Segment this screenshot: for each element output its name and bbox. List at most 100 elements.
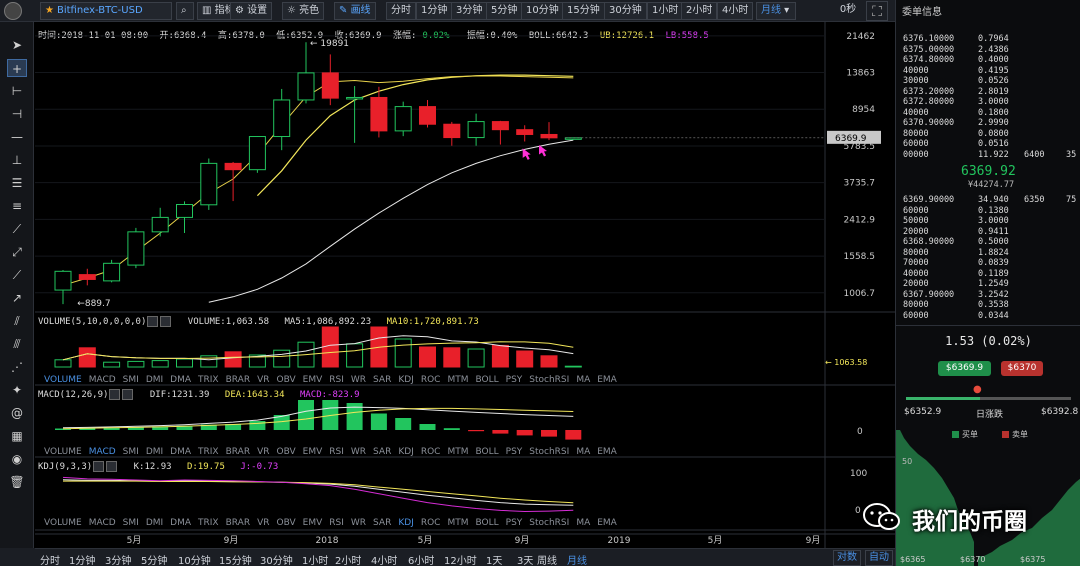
bid-row[interactable]: 60000 0.1380 xyxy=(896,206,1080,217)
indicator-tab-boll[interactable]: BOLL xyxy=(475,375,499,385)
indicator-tab-ma[interactable]: MA xyxy=(576,518,591,528)
indicator-tab-volume[interactable]: VOLUME xyxy=(44,375,82,385)
period-11[interactable]: 12小时 xyxy=(444,556,477,566)
ask-row[interactable]: 30000 0.0526 xyxy=(896,76,1080,87)
ask-row[interactable]: 40000 0.4195 xyxy=(896,66,1080,77)
period-1[interactable]: 1分钟 xyxy=(69,556,96,566)
parallel-lines-icon[interactable]: ≡ xyxy=(11,199,23,213)
fibonacci-icon[interactable]: ⫻ xyxy=(13,337,21,351)
indicator-tab-emv[interactable]: EMV xyxy=(302,518,323,528)
sell-price-button[interactable]: $6370 xyxy=(1001,361,1043,376)
crosshair-icon[interactable]: + xyxy=(7,59,27,77)
indicator-tab-kdj[interactable]: KDJ xyxy=(398,375,414,385)
gann-icon[interactable]: ✦ xyxy=(11,383,23,397)
indicator-tab-macd[interactable]: MACD xyxy=(88,375,116,385)
price-line-icon[interactable]: ☰ xyxy=(11,176,23,190)
horizontal-line-icon[interactable]: — xyxy=(11,130,23,144)
parallel-channel-icon[interactable]: ⫽ xyxy=(14,314,20,328)
period-2[interactable]: 3分钟 xyxy=(105,556,132,566)
panel-settings-icon[interactable] xyxy=(93,461,105,472)
trend-line-icon[interactable]: ⟋ xyxy=(12,222,22,236)
indicator-tab-trix[interactable]: TRIX xyxy=(198,447,219,457)
indicator-tab-smi[interactable]: SMI xyxy=(122,375,139,385)
indicator-tab-vr[interactable]: VR xyxy=(257,447,270,457)
indicator-tab-mtm[interactable]: MTM xyxy=(447,375,469,385)
ask-row[interactable]: 00000 11.922 6400 35 xyxy=(896,150,1080,161)
panel-close-icon[interactable] xyxy=(160,316,172,327)
period-3[interactable]: 5分钟 xyxy=(141,556,168,566)
exchange-logo-icon[interactable] xyxy=(4,2,22,20)
indicator-tab-ema[interactable]: EMA xyxy=(597,518,617,528)
interval-2[interactable]: 3分钟 xyxy=(451,2,488,20)
indicator-tab-brar[interactable]: BRAR xyxy=(225,518,251,528)
symbol-selector[interactable]: ★ Bitfinex-BTC-USD xyxy=(40,2,172,20)
ask-row[interactable]: 60000 0.0516 xyxy=(896,139,1080,150)
ask-row[interactable]: 6376.10000 0.7964 xyxy=(896,34,1080,45)
indicator-tab-roc[interactable]: ROC xyxy=(420,375,441,385)
ask-row[interactable]: 6372.80000 3.0000 xyxy=(896,97,1080,108)
period-9[interactable]: 4小时 xyxy=(371,556,398,566)
indicator-tab-vr[interactable]: VR xyxy=(257,518,270,528)
period-14[interactable]: 周线 xyxy=(537,556,557,566)
indicator-tab-dma[interactable]: DMA xyxy=(170,447,192,457)
indicator-tab-boll[interactable]: BOLL xyxy=(475,518,499,528)
indicator-tab-macd[interactable]: MACD xyxy=(88,447,116,457)
indicator-tab-roc[interactable]: ROC xyxy=(420,518,441,528)
bid-row[interactable]: 50000 3.0000 xyxy=(896,216,1080,227)
theme-button[interactable]: ☼ 亮色 xyxy=(282,2,325,20)
interval-7[interactable]: 1小时 xyxy=(647,2,684,20)
indicator-tab-rsi[interactable]: RSI xyxy=(329,447,344,457)
indicator-tab-kdj[interactable]: KDJ xyxy=(398,518,414,528)
indicator-tab-smi[interactable]: SMI xyxy=(122,518,139,528)
trash-icon[interactable]: 🗑 xyxy=(9,475,25,489)
search-icon[interactable]: ⌕ xyxy=(176,2,194,20)
indicator-tab-volume[interactable]: VOLUME xyxy=(44,518,82,528)
indicator-tab-stochrsi[interactable]: StochRSI xyxy=(529,518,570,528)
indicator-tab-boll[interactable]: BOLL xyxy=(475,447,499,457)
indicator-tab-psy[interactable]: PSY xyxy=(505,447,523,457)
auto-scale-button[interactable]: 自动 xyxy=(865,550,893,566)
period-13[interactable]: 3天 xyxy=(517,556,534,566)
ask-row[interactable]: 6373.20000 2.8019 xyxy=(896,87,1080,98)
indicator-tab-psy[interactable]: PSY xyxy=(505,518,523,528)
eye-icon[interactable]: ◉ xyxy=(11,452,23,466)
indicator-tab-obv[interactable]: OBV xyxy=(276,447,296,457)
period-0[interactable]: 分时 xyxy=(40,556,60,566)
indicator-tab-emv[interactable]: EMV xyxy=(302,375,323,385)
period-4[interactable]: 10分钟 xyxy=(178,556,211,566)
interval-3[interactable]: 5分钟 xyxy=(486,2,523,20)
indicator-tab-wr[interactable]: WR xyxy=(350,518,367,528)
period-6[interactable]: 30分钟 xyxy=(260,556,293,566)
period-15[interactable]: 月线 xyxy=(567,556,587,566)
indicator-tab-volume[interactable]: VOLUME xyxy=(44,447,82,457)
indicator-tab-dma[interactable]: DMA xyxy=(170,518,192,528)
ask-row[interactable]: 80000 0.0800 xyxy=(896,129,1080,140)
indicator-tab-stochrsi[interactable]: StochRSI xyxy=(529,375,570,385)
indicator-tab-brar[interactable]: BRAR xyxy=(225,447,251,457)
bid-row[interactable]: 80000 1.8824 xyxy=(896,248,1080,259)
interval-1[interactable]: 1分钟 xyxy=(416,2,453,20)
indicator-tab-trix[interactable]: TRIX xyxy=(198,518,219,528)
measure-icon[interactable]: ▦ xyxy=(11,429,23,443)
indicator-tab-psy[interactable]: PSY xyxy=(505,375,523,385)
indicator-tab-trix[interactable]: TRIX xyxy=(198,375,219,385)
panel-close-icon[interactable] xyxy=(106,461,118,472)
indicator-tab-smi[interactable]: SMI xyxy=(122,447,139,457)
interval-dropdown[interactable]: 月线 ▾ xyxy=(756,2,796,20)
chart-area[interactable]: ← 19891 ←889.7 21462 13863 8954 5783.5 3735.7… xyxy=(35,22,895,548)
horizontal-ray-icon[interactable]: ⊣ xyxy=(11,107,23,121)
interval-9[interactable]: 4小时 xyxy=(717,2,754,20)
period-12[interactable]: 1天 xyxy=(486,556,503,566)
indicator-tab-wr[interactable]: WR xyxy=(350,375,367,385)
settings-button[interactable]: ⚙ 设置 xyxy=(230,2,273,20)
indicator-tab-wr[interactable]: WR xyxy=(350,447,367,457)
indicator-tab-sar[interactable]: SAR xyxy=(373,518,392,528)
buy-price-button[interactable]: $6369.9 xyxy=(938,361,991,376)
indicator-tab-obv[interactable]: OBV xyxy=(276,375,296,385)
panel-settings-icon[interactable] xyxy=(147,316,159,327)
interval-4[interactable]: 10分钟 xyxy=(521,2,564,20)
interval-0[interactable]: 分时 xyxy=(386,2,416,20)
indicator-tab-mtm[interactable]: MTM xyxy=(447,518,469,528)
ask-row[interactable]: 40000 0.1800 xyxy=(896,108,1080,119)
fib-fan-icon[interactable]: ⋰ xyxy=(11,360,23,374)
